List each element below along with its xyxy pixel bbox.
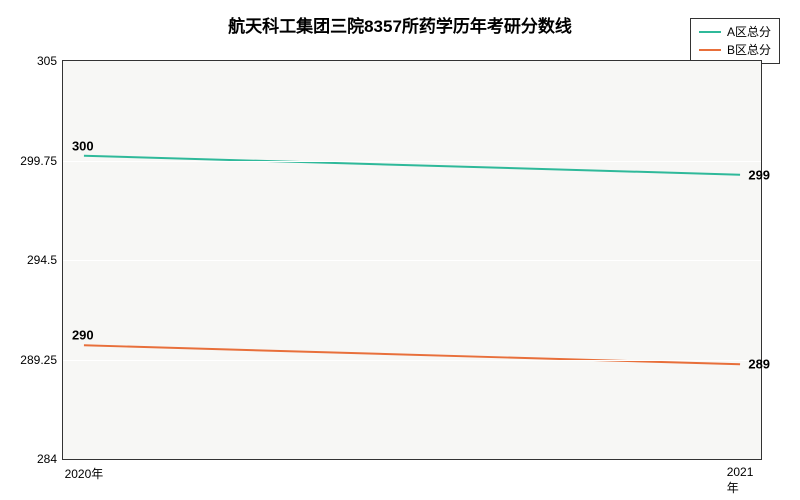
legend: A区总分 B区总分 [690,18,780,64]
series-line [84,156,740,175]
ytick-label: 299.75 [20,154,63,168]
ytick-label: 284 [37,452,63,466]
legend-label-a: A区总分 [727,23,771,41]
legend-label-b: B区总分 [727,41,771,59]
legend-item-b: B区总分 [699,41,771,59]
legend-swatch-a [699,31,721,33]
xtick-label: 2020年 [65,459,104,482]
xtick-label: 2021年 [727,459,754,496]
legend-item-a: A区总分 [699,23,771,41]
chart-title: 航天科工集团三院8357所药学历年考研分数线 [0,12,800,37]
data-label: 299 [748,167,770,182]
series-line [84,345,740,364]
chart-container: 航天科工集团三院8357所药学历年考研分数线 A区总分 B区总分 284289.… [0,0,800,500]
ytick-label: 294.5 [27,253,63,267]
data-label: 300 [72,138,94,153]
legend-swatch-b [699,49,721,51]
ytick-label: 289.25 [20,353,63,367]
data-label: 289 [748,357,770,372]
gridline [63,260,761,261]
gridline [63,360,761,361]
plot-area: 284289.25294.5299.753052020年2021年3002992… [62,60,762,460]
ytick-label: 305 [37,54,63,68]
gridline [63,161,761,162]
data-label: 290 [72,328,94,343]
